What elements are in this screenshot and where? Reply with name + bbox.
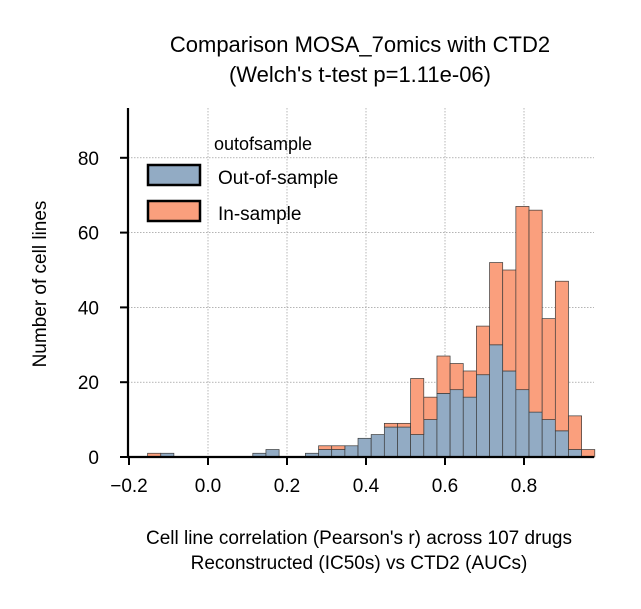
bar-in-sample [554,280,569,432]
bar-in-sample [581,449,596,458]
bar-out-of-sample [383,426,398,458]
bar-in-sample [541,318,556,420]
bar-in-sample [502,269,517,372]
bar-in-sample [383,422,398,428]
bar-out-of-sample [462,396,477,458]
chart-title: Comparison MOSA_7omics with CTD2 [170,32,550,57]
x-tick-label: 0.0 [195,476,221,497]
x-tick-label: −0.2 [110,476,148,497]
bar-in-sample [423,396,438,420]
y-tick-label: 80 [78,149,99,170]
out-of-sample-bars [160,344,582,458]
x-tick-label: 0.2 [274,476,300,497]
bar-in-sample [568,415,582,450]
bar-out-of-sample [502,370,517,458]
bar-out-of-sample [370,434,385,458]
bar-out-of-sample [410,434,425,458]
x-axis-label-line2: Reconstructed (IC50s) vs CTD2 (AUCs) [191,553,528,574]
bar-in-sample [331,445,346,450]
y-axis-label: Number of cell lines [30,201,51,368]
bar-out-of-sample [331,449,346,458]
bar-in-sample [397,422,411,428]
legend-label-in-sample: In-sample [218,204,301,225]
bar-out-of-sample [528,411,543,458]
legend-swatch-in-sample [146,199,202,223]
y-ticks: 0 20 40 60 80 [78,149,128,469]
bar-in-sample [515,206,530,391]
bar-in-sample [449,363,464,391]
bar-out-of-sample [357,437,372,458]
bar-out-of-sample [541,419,556,458]
bar-in-sample [489,262,504,346]
legend-label-out-of-sample: Out-of-sample [218,168,338,189]
bar-in-sample [410,378,425,435]
bar-in-sample [436,355,451,394]
legend-title: outofsample [214,134,312,154]
legend-swatch-out-of-sample [146,163,202,187]
x-tick-label: 0.6 [432,476,458,497]
bar-out-of-sample [449,389,464,458]
bar-out-of-sample [489,344,504,458]
legend: outofsample Out-of-sample In-sample [146,134,338,225]
bar-out-of-sample [476,374,490,458]
x-ticks: −0.2 0.0 0.2 0.4 0.6 0.8 [110,457,537,497]
x-tick-label: 0.4 [353,476,380,497]
x-axis-label-line1: Cell line correlation (Pearson's r) acro… [146,528,572,549]
bar-out-of-sample [344,445,359,458]
bar-out-of-sample [436,393,451,458]
bar-in-sample [318,445,333,450]
bar-out-of-sample [554,430,569,458]
bar-out-of-sample [397,426,411,458]
y-tick-label: 40 [78,298,99,319]
bar-out-of-sample [318,449,333,458]
y-tick-label: 20 [78,373,99,394]
bar-out-of-sample [568,449,582,458]
bar-out-of-sample [515,389,530,458]
bar-in-sample [528,209,543,413]
bar-out-of-sample [423,419,438,458]
y-tick-label: 60 [78,224,99,245]
bar-out-of-sample [265,449,280,458]
in-sample-bars [147,206,596,458]
chart-subtitle: (Welch's t-test p=1.11e-06) [229,62,491,87]
bar-in-sample [462,370,477,398]
bar-in-sample [476,325,490,376]
x-tick-label: 0.8 [511,476,537,497]
y-tick-label: 0 [88,448,99,469]
